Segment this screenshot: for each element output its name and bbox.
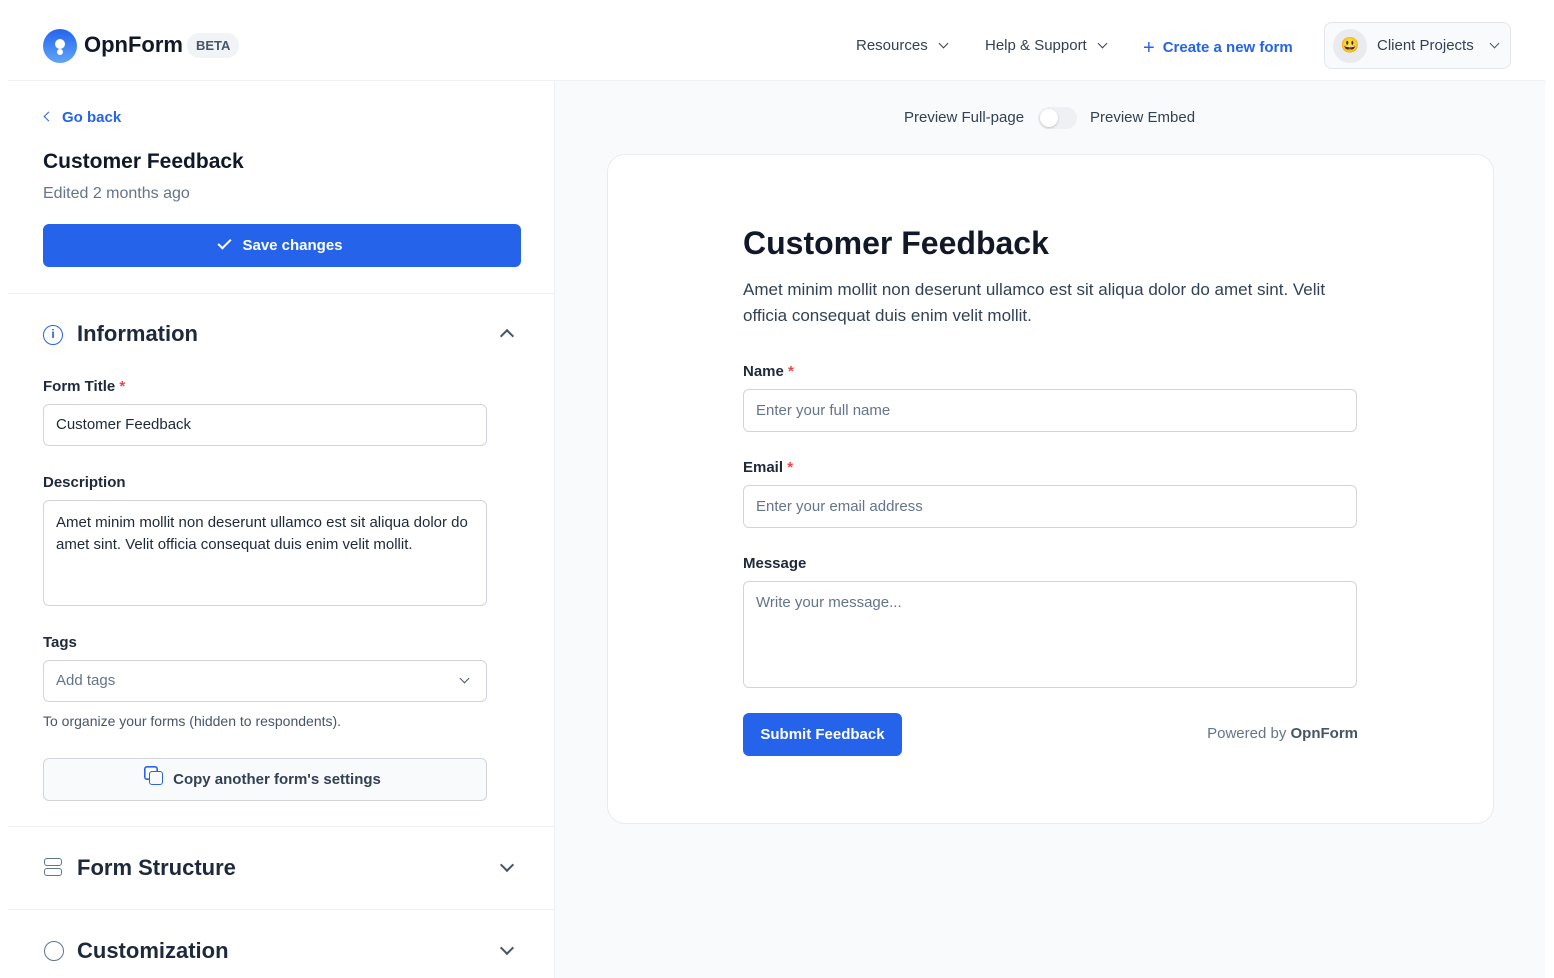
chevron-down-icon[interactable] <box>499 940 515 956</box>
save-changes-button[interactable]: Save changes <box>43 224 521 267</box>
section-form-structure-title[interactable]: Form Structure <box>77 855 236 880</box>
description-label: Description <box>43 474 126 491</box>
required-asterisk: * <box>787 459 794 476</box>
preview-embed-label: Preview Embed <box>1090 109 1196 126</box>
save-label: Save changes <box>242 237 343 254</box>
powered-by-text: Powered by <box>1207 725 1287 742</box>
divider <box>8 909 554 910</box>
workspace-avatar: 😃 <box>1333 29 1367 63</box>
workspace-name: Client Projects <box>1377 37 1474 54</box>
top-bar: OpnForm BETA Resources Help & Support + C… <box>8 0 1545 81</box>
nav-resources-label: Resources <box>856 37 928 54</box>
check-icon <box>217 235 233 250</box>
chevron-up-icon[interactable] <box>499 328 515 344</box>
tags-select[interactable]: Add tags <box>43 660 487 702</box>
powered-by-brand: OpnForm <box>1290 725 1359 742</box>
copy-settings-button[interactable]: Copy another form's settings <box>43 758 487 801</box>
powered-by[interactable]: Powered by OpnForm <box>1207 725 1358 742</box>
submit-feedback-button[interactable]: Submit Feedback <box>743 713 902 756</box>
form-structure-icon <box>44 858 62 876</box>
section-customization-title[interactable]: Customization <box>77 938 229 963</box>
tags-placeholder: Add tags <box>56 672 116 689</box>
message-label: Message <box>743 555 807 572</box>
preview-form-title: Customer Feedback <box>743 225 1049 261</box>
go-back-link[interactable]: Go back <box>43 109 122 126</box>
nav-help-label: Help & Support <box>985 37 1087 54</box>
name-input[interactable]: Enter your full name <box>743 389 1357 432</box>
nav-help-support[interactable]: Help & Support <box>985 37 1108 54</box>
chevron-down-icon[interactable] <box>499 857 515 873</box>
preview-full-page-label: Preview Full-page <box>904 109 1025 126</box>
tags-help: To organize your forms (hidden to respon… <box>43 713 342 729</box>
name-label: Name * <box>743 363 1357 380</box>
form-title-input[interactable]: Customer Feedback <box>43 404 487 446</box>
message-textarea[interactable]: Write your message... <box>743 581 1357 688</box>
opnform-logo-icon[interactable] <box>43 29 77 63</box>
brand-name[interactable]: OpnForm <box>84 32 183 57</box>
form-preview-card: Customer Feedback Amet minim mollit non … <box>607 154 1494 824</box>
required-asterisk: * <box>119 378 126 395</box>
email-label-text: Email <box>743 459 784 476</box>
nav-resources[interactable]: Resources <box>856 37 949 54</box>
chevron-left-icon <box>43 111 54 122</box>
create-form-link[interactable]: + Create a new form <box>1143 37 1293 60</box>
chevron-down-icon <box>459 673 470 684</box>
name-label-text: Name <box>743 363 784 380</box>
beta-badge: BETA <box>187 33 240 58</box>
editor-sidebar: Go back Customer Feedback Edited 2 month… <box>8 81 555 978</box>
workspace-selector[interactable]: 😃 Client Projects <box>1324 22 1511 69</box>
chevron-down-icon <box>1489 38 1500 49</box>
copy-icon <box>149 771 164 785</box>
create-form-label: Create a new form <box>1162 39 1293 56</box>
chevron-down-icon <box>938 38 949 49</box>
plus-icon: + <box>1143 37 1155 59</box>
chevron-down-icon <box>1097 38 1108 49</box>
form-title-label: Form Title * <box>43 378 125 395</box>
preview-area: Preview Full-page Preview Embed Customer… <box>555 81 1545 978</box>
preview-form-description: Amet minim mollit non deserunt ullamco e… <box>743 280 1326 325</box>
section-information-title[interactable]: Information <box>77 321 198 346</box>
info-icon: i <box>43 325 63 345</box>
copy-settings-label: Copy another form's settings <box>173 771 381 788</box>
form-title-label-text: Form Title <box>43 378 116 395</box>
form-name: Customer Feedback <box>43 150 244 173</box>
preview-mode-toggle[interactable] <box>1038 107 1077 129</box>
tags-label: Tags <box>43 634 77 651</box>
divider <box>8 826 554 827</box>
required-asterisk: * <box>788 363 794 380</box>
go-back-label: Go back <box>62 109 122 126</box>
email-input[interactable]: Enter your email address <box>743 485 1357 528</box>
description-textarea[interactable]: Amet minim mollit non deserunt ullamco e… <box>43 500 487 606</box>
divider <box>8 293 554 294</box>
palette-icon <box>44 941 64 961</box>
email-label: Email * <box>743 459 1357 476</box>
edited-time: Edited 2 months ago <box>43 185 190 202</box>
